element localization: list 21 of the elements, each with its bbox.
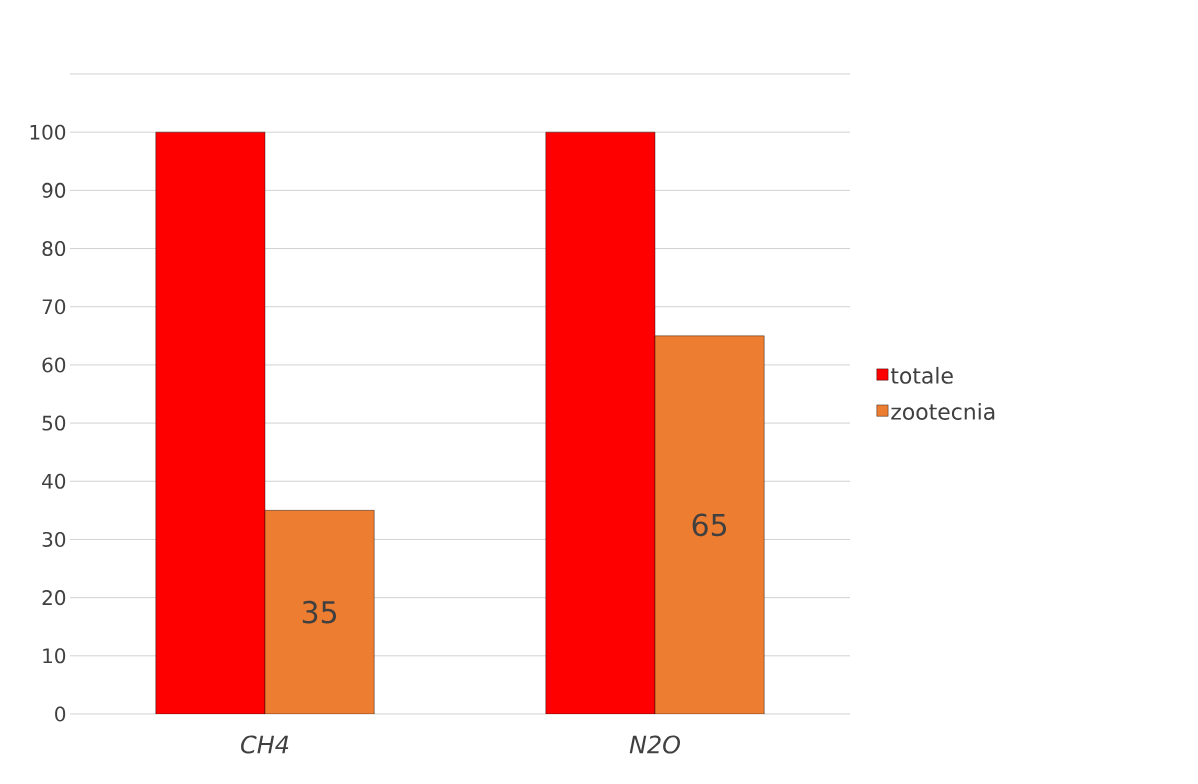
y-tick-label: 30 — [42, 531, 66, 547]
bar — [654, 335, 765, 714]
y-tick-label: 20 — [42, 590, 66, 606]
x-tick-label: CH4 — [241, 735, 289, 754]
y-tick-label: 10 — [43, 648, 66, 664]
y-tick-label: 90 — [42, 182, 66, 198]
bar — [545, 131, 656, 714]
data-label: 65 — [692, 513, 726, 537]
data-label: 35 — [302, 600, 336, 624]
y-tick-label: 100 — [30, 124, 66, 140]
x-tick-label: N2O — [629, 735, 680, 754]
legend-label: totale — [890, 366, 953, 384]
bar — [155, 131, 266, 714]
y-tick-label: 40 — [42, 473, 66, 489]
y-tick-label: 80 — [42, 241, 66, 257]
y-tick-label: 70 — [42, 299, 66, 315]
bar — [264, 510, 375, 714]
y-tick-label: 0 — [55, 706, 66, 722]
y-tick-label: 60 — [42, 357, 66, 373]
y-tick-label: 50 — [42, 415, 66, 431]
legend-label: zootecnia — [891, 402, 995, 420]
